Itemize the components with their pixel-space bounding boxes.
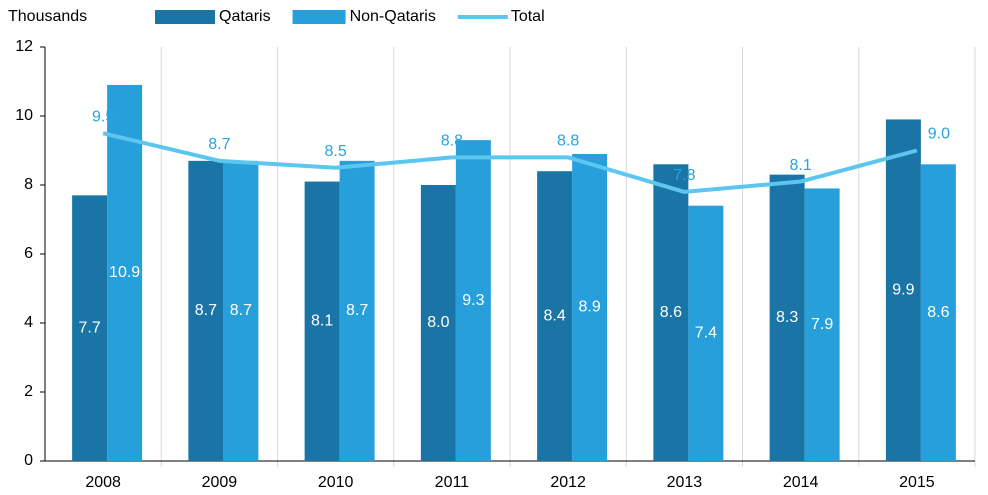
- line-value-label: 8.7: [208, 136, 230, 153]
- bar: [804, 188, 840, 461]
- bar-value-label: 10.9: [109, 264, 140, 281]
- bar: [653, 164, 689, 462]
- legend-swatch: [155, 10, 215, 24]
- bar: [339, 160, 375, 461]
- bar: [572, 153, 608, 461]
- bar: [920, 164, 956, 462]
- bar: [455, 140, 491, 461]
- bar-value-label: 8.0: [427, 314, 449, 331]
- x-tick-label: 2008: [85, 474, 121, 491]
- bar: [188, 160, 224, 461]
- x-tick-label: 2010: [318, 474, 354, 491]
- bar: [537, 171, 573, 461]
- bar-value-label: 8.7: [230, 302, 252, 319]
- line-value-label: 8.5: [325, 143, 347, 160]
- y-tick-label: 12: [15, 38, 33, 55]
- bar: [72, 195, 108, 461]
- bar: [304, 181, 340, 462]
- line-value-label: 8.1: [790, 157, 812, 174]
- bar-value-label: 8.9: [579, 299, 601, 316]
- line-value-label: 9.0: [928, 126, 950, 143]
- bar: [420, 185, 456, 461]
- bar-value-label: 9.3: [462, 292, 484, 309]
- bar-value-label: 8.6: [927, 304, 949, 321]
- x-tick-label: 2012: [550, 474, 586, 491]
- bar-value-label: 8.1: [311, 312, 333, 329]
- line-value-label: 8.8: [557, 133, 579, 150]
- y-tick-label: 0: [24, 452, 33, 469]
- x-tick-label: 2015: [899, 474, 935, 491]
- y-tick-label: 6: [24, 245, 33, 262]
- bar-value-label: 8.6: [660, 304, 682, 321]
- bar-value-label: 8.7: [195, 302, 217, 319]
- bar-value-label: 7.9: [811, 316, 833, 333]
- bar-value-label: 9.9: [892, 281, 914, 298]
- bar-value-label: 7.4: [695, 325, 717, 342]
- x-tick-label: 2011: [435, 474, 470, 491]
- bar-value-label: 8.3: [776, 309, 798, 326]
- y-tick-label: 2: [24, 383, 33, 400]
- x-tick-label: 2014: [783, 474, 819, 491]
- legend-label: Total: [511, 8, 545, 25]
- bar: [885, 119, 921, 461]
- y-axis-label: Thousands: [8, 8, 87, 25]
- bar: [688, 205, 724, 461]
- bar-value-label: 8.7: [346, 302, 368, 319]
- x-tick-label: 2009: [202, 474, 238, 491]
- bar-value-label: 8.4: [544, 307, 566, 324]
- bar: [223, 160, 259, 461]
- legend-swatch: [292, 10, 346, 24]
- y-tick-label: 8: [24, 176, 33, 193]
- legend-label: Qataris: [219, 8, 271, 25]
- y-tick-label: 4: [24, 314, 33, 331]
- bar: [769, 174, 805, 461]
- line: [102, 131, 918, 194]
- line-value-label: 9.5: [92, 108, 114, 125]
- bar: [107, 84, 143, 461]
- legend-label: Non-Qataris: [350, 8, 436, 25]
- x-tick-label: 2013: [667, 474, 703, 491]
- bar-value-label: 7.7: [79, 319, 101, 336]
- line-value-label: 7.8: [673, 167, 695, 184]
- line-value-label: 8.8: [441, 133, 463, 150]
- y-tick-label: 10: [15, 107, 33, 124]
